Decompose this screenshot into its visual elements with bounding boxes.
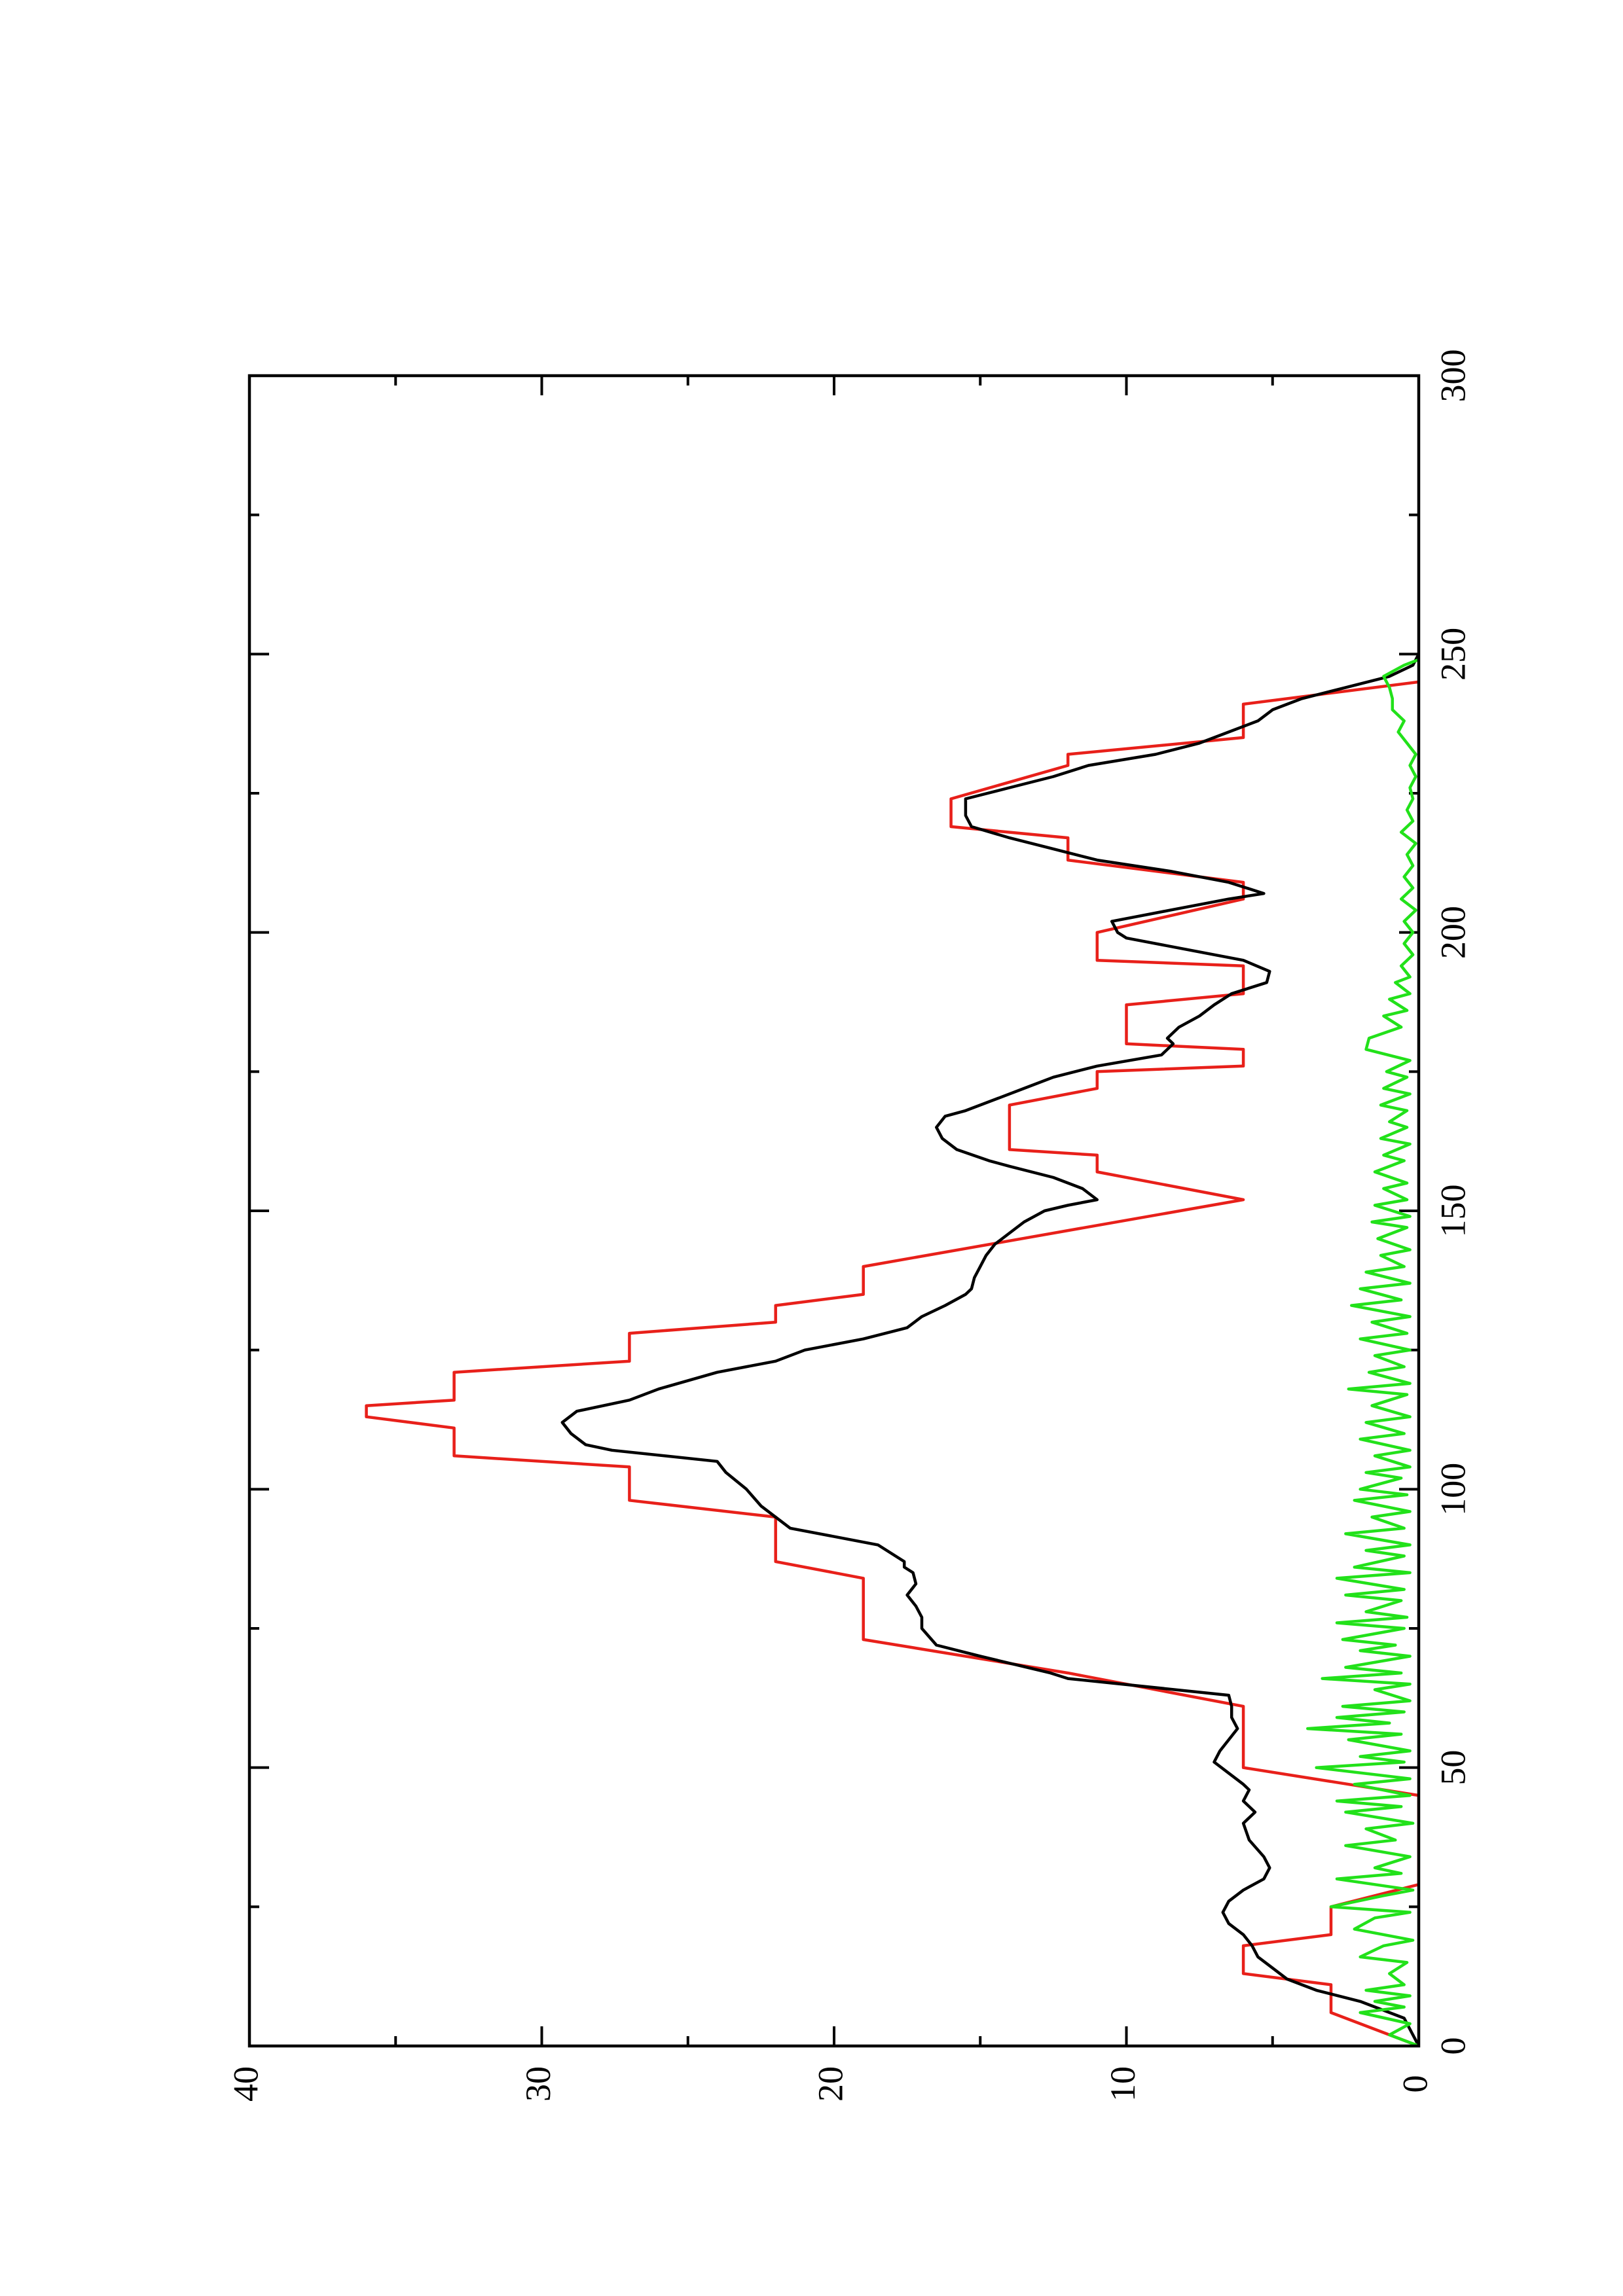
y-tick-label: 40 — [226, 2066, 265, 2102]
x-tick-label: 300 — [1433, 350, 1472, 403]
x-tick-label: 100 — [1433, 1463, 1472, 1516]
plot-frame — [247, 374, 1421, 2048]
y-tick-label: 10 — [1103, 2066, 1142, 2102]
y-tick-label: 0 — [1395, 2075, 1434, 2093]
green-series-line — [1306, 658, 1419, 2046]
x-tick-label: 250 — [1433, 628, 1472, 681]
red-step-series-line — [365, 680, 1419, 2046]
x-tick-label: 150 — [1433, 1185, 1472, 1238]
y-tick-label: 20 — [811, 2066, 850, 2102]
y-tick-label: 30 — [519, 2066, 558, 2102]
x-tick-label: 50 — [1433, 1750, 1472, 1785]
axis-ticks — [248, 374, 1420, 2047]
x-tick-label: 0 — [1433, 2037, 1472, 2055]
data-series — [365, 653, 1419, 2046]
x-tick-label: 200 — [1433, 906, 1472, 959]
black-series-line — [560, 653, 1419, 2046]
tick-labels: 0 50 100 150 200 250 300 0 10 20 30 40 — [226, 350, 1472, 2102]
